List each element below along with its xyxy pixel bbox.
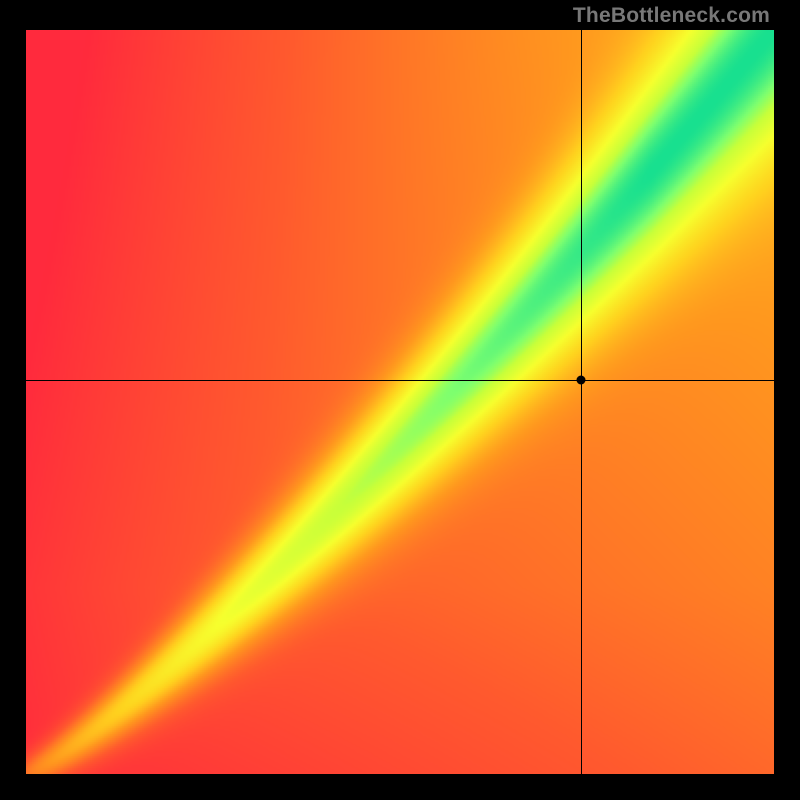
- watermark-text: TheBottleneck.com: [573, 4, 770, 28]
- plot-area: [26, 30, 774, 774]
- crosshair-vertical: [581, 30, 582, 774]
- crosshair-marker: [577, 376, 586, 385]
- heatmap-canvas: [26, 30, 774, 774]
- crosshair-horizontal: [26, 380, 774, 381]
